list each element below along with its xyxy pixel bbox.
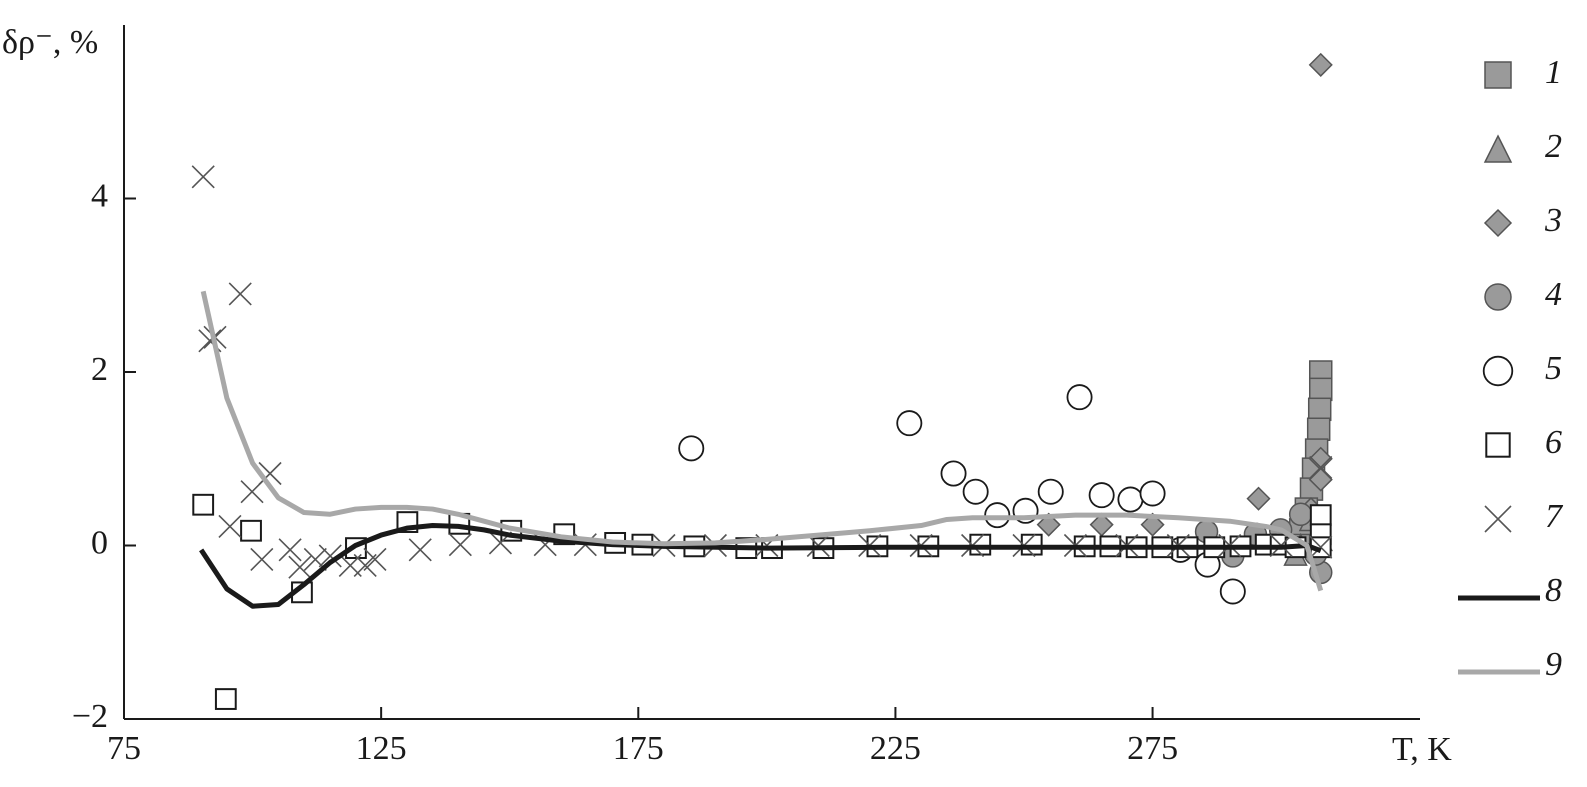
legend-label: 7: [1545, 498, 1564, 535]
marker-x: [191, 165, 215, 189]
marker-x: [363, 547, 387, 571]
marker-x: [408, 538, 432, 562]
legend-label: 2: [1545, 128, 1562, 165]
legend-label: 8: [1545, 572, 1562, 609]
marker-open-circle: [896, 410, 923, 437]
marker-diamond: [1308, 52, 1333, 77]
marker-open-circle: [1037, 478, 1064, 505]
curve: [199, 523, 1322, 609]
marker-x: [250, 547, 274, 571]
marker-x: [288, 555, 312, 579]
legend-label: 1: [1545, 54, 1562, 91]
marker-open-circle: [962, 478, 989, 505]
legend-marker: [1483, 208, 1513, 238]
curve: [200, 290, 1324, 592]
y-tick-label: −2: [72, 698, 108, 735]
marker-open-circle: [940, 460, 967, 487]
marker-square: [1307, 397, 1332, 422]
marker-open-circle: [984, 502, 1011, 529]
legend-label: 6: [1545, 424, 1562, 461]
marker-square: [1306, 417, 1331, 442]
x-tick-label: 225: [870, 730, 921, 767]
legend-marker: [1484, 505, 1512, 533]
marker-x: [1309, 535, 1333, 559]
marker-x: [448, 533, 472, 557]
marker-open-circle: [678, 435, 705, 462]
marker-open-circle: [1088, 482, 1115, 509]
legend-label: 4: [1545, 276, 1562, 313]
marker-circle: [1288, 502, 1313, 527]
legend-label: 9: [1545, 646, 1562, 683]
marker-x: [353, 553, 377, 578]
y-tick-label: 2: [91, 351, 108, 388]
x-axis-label: T, K: [1392, 731, 1452, 768]
x-tick-label: 175: [613, 730, 664, 767]
legend-marker: [1483, 134, 1513, 163]
marker-x: [278, 538, 302, 562]
y-tick-label: 0: [91, 524, 108, 561]
legend-marker: [1482, 355, 1514, 387]
x-tick-label: 75: [107, 730, 141, 767]
marker-open-circle: [1066, 384, 1093, 411]
legend-label: 5: [1545, 350, 1562, 387]
marker-x: [1309, 455, 1333, 479]
x-tick-label: 275: [1127, 730, 1178, 767]
marker-x: [318, 544, 342, 568]
marker-open-square: [240, 519, 262, 542]
marker-diamond: [1246, 486, 1271, 511]
marker-open-circle: [1117, 486, 1144, 513]
legend-marker: [1485, 432, 1511, 458]
x-tick-label: 125: [356, 730, 407, 767]
marker-diamond: [1308, 467, 1333, 492]
marker-square: [1308, 377, 1333, 402]
marker-x: [228, 282, 252, 306]
legend-marker: [1484, 283, 1512, 311]
marker-x: [218, 514, 242, 538]
marker-open-square: [192, 493, 215, 516]
marker-open-square: [1309, 504, 1332, 527]
y-tick-label: 4: [91, 177, 108, 214]
legend-marker: [1484, 61, 1512, 89]
marker-open-circle: [1219, 578, 1246, 605]
marker-open-circle: [1139, 480, 1166, 507]
legend-label: 3: [1544, 202, 1562, 239]
marker-open-square: [214, 688, 237, 710]
y-axis-label: δρ⁻, %: [2, 24, 98, 61]
